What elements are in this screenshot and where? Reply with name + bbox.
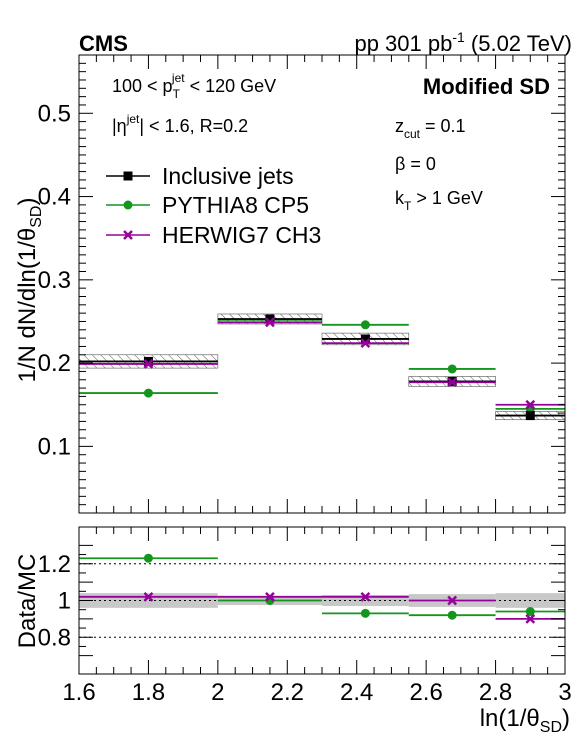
x-tick-label: 3 [558, 679, 571, 706]
legend-herwig: HERWIG7 CH3 [106, 222, 321, 248]
data-point [525, 411, 535, 421]
y-tick-label: 0.2 [38, 350, 71, 377]
x-tick-label: 2.6 [409, 679, 442, 706]
y-tick-label: 0.1 [38, 433, 71, 460]
legend-pythia: PYTHIA8 CP5 [106, 192, 309, 218]
pythia-point [447, 364, 457, 374]
luminosity-label: pp 301 pb-1 (5.02 TeV) [354, 29, 572, 56]
legend-herwig-label: HERWIG7 CH3 [162, 222, 321, 248]
ratio-panel: 0.8 1 1.2 1.6 1.8 2 2.2 2.4 2.6 2.8 3 [38, 526, 572, 706]
pythia-point [360, 320, 370, 330]
distribution-markers [79, 314, 565, 421]
pythia-ratio-point [525, 607, 535, 617]
x-tick-label: 1.6 [62, 679, 95, 706]
ratio-y-tick-label: 0.8 [38, 624, 71, 651]
legend-data-marker [123, 171, 133, 181]
herwig-ratio-point [360, 591, 371, 602]
ratio-y-axis-label: Data/MC [14, 554, 41, 649]
pt-range-label: 100 < pTjet < 120 GeV [112, 71, 276, 101]
ratio-frame [78, 526, 566, 675]
beta-label: β = 0 [395, 154, 436, 174]
distribution-y-axis-label: 1/N dN/dln(1/θSD) [14, 198, 45, 383]
x-tick-label: 2.8 [479, 679, 512, 706]
y-tick-label: 0.4 [38, 184, 71, 211]
method-label: Modified SD [423, 74, 550, 99]
data-point [143, 356, 153, 366]
kt-label: kT > 1 GeV [395, 188, 483, 213]
pythia-ratio-point [143, 553, 153, 563]
pythia-point [143, 388, 153, 398]
x-axis-label: ln(1/θSD) [480, 705, 570, 736]
x-tick-label: 2.2 [271, 679, 304, 706]
x-tick-label: 2.4 [340, 679, 373, 706]
zcut-label: zcut = 0.1 [395, 116, 466, 141]
herwig-point [447, 377, 458, 388]
legend-herwig-marker [123, 230, 133, 240]
ratio-y-tick-label: 1 [58, 588, 71, 615]
herwig-ratio-point [525, 613, 536, 624]
legend-inclusive-label: Inclusive jets [162, 163, 294, 189]
x-tick-label: 2 [211, 679, 224, 706]
herwig-ratio-point [265, 591, 275, 602]
eta-range-label: |ηjet| < 1.6, R=0.2 [112, 112, 248, 136]
herwig-ratio-point [143, 591, 154, 602]
experiment-label: CMS [79, 31, 128, 56]
herwig-point [143, 359, 154, 369]
data-point [360, 334, 370, 344]
legend-pythia-marker [123, 200, 133, 210]
ratio-markers [79, 553, 565, 624]
herwig-point [265, 317, 275, 328]
pythia-ratio-point [360, 608, 370, 618]
distribution-panel: 0.1 0.2 0.3 0.4 0.5 [38, 54, 566, 514]
y-tick-label: 0.3 [38, 267, 71, 294]
ratio-axes: 0.8 1 1.2 1.6 1.8 2 2.2 2.4 2.6 2.8 3 [38, 527, 572, 706]
legend: Inclusive jets PYTHIA8 CP5 HERWIG7 CH3 [106, 163, 321, 248]
pythia-ratio-point [447, 610, 457, 620]
legend-inclusive-jets: Inclusive jets [106, 163, 294, 189]
distribution-frame [78, 54, 566, 514]
y-tick-label: 0.5 [38, 100, 71, 127]
herwig-point [360, 338, 371, 349]
herwig-point [525, 399, 536, 410]
legend-pythia-label: PYTHIA8 CP5 [162, 192, 309, 218]
data-point [265, 314, 275, 324]
x-tick-label: 1.8 [132, 679, 165, 706]
herwig-ratio-point [447, 595, 458, 606]
distribution-y-axis: 0.1 0.2 0.3 0.4 0.5 [38, 55, 566, 513]
ratio-y-tick-label: 1.2 [38, 551, 71, 578]
